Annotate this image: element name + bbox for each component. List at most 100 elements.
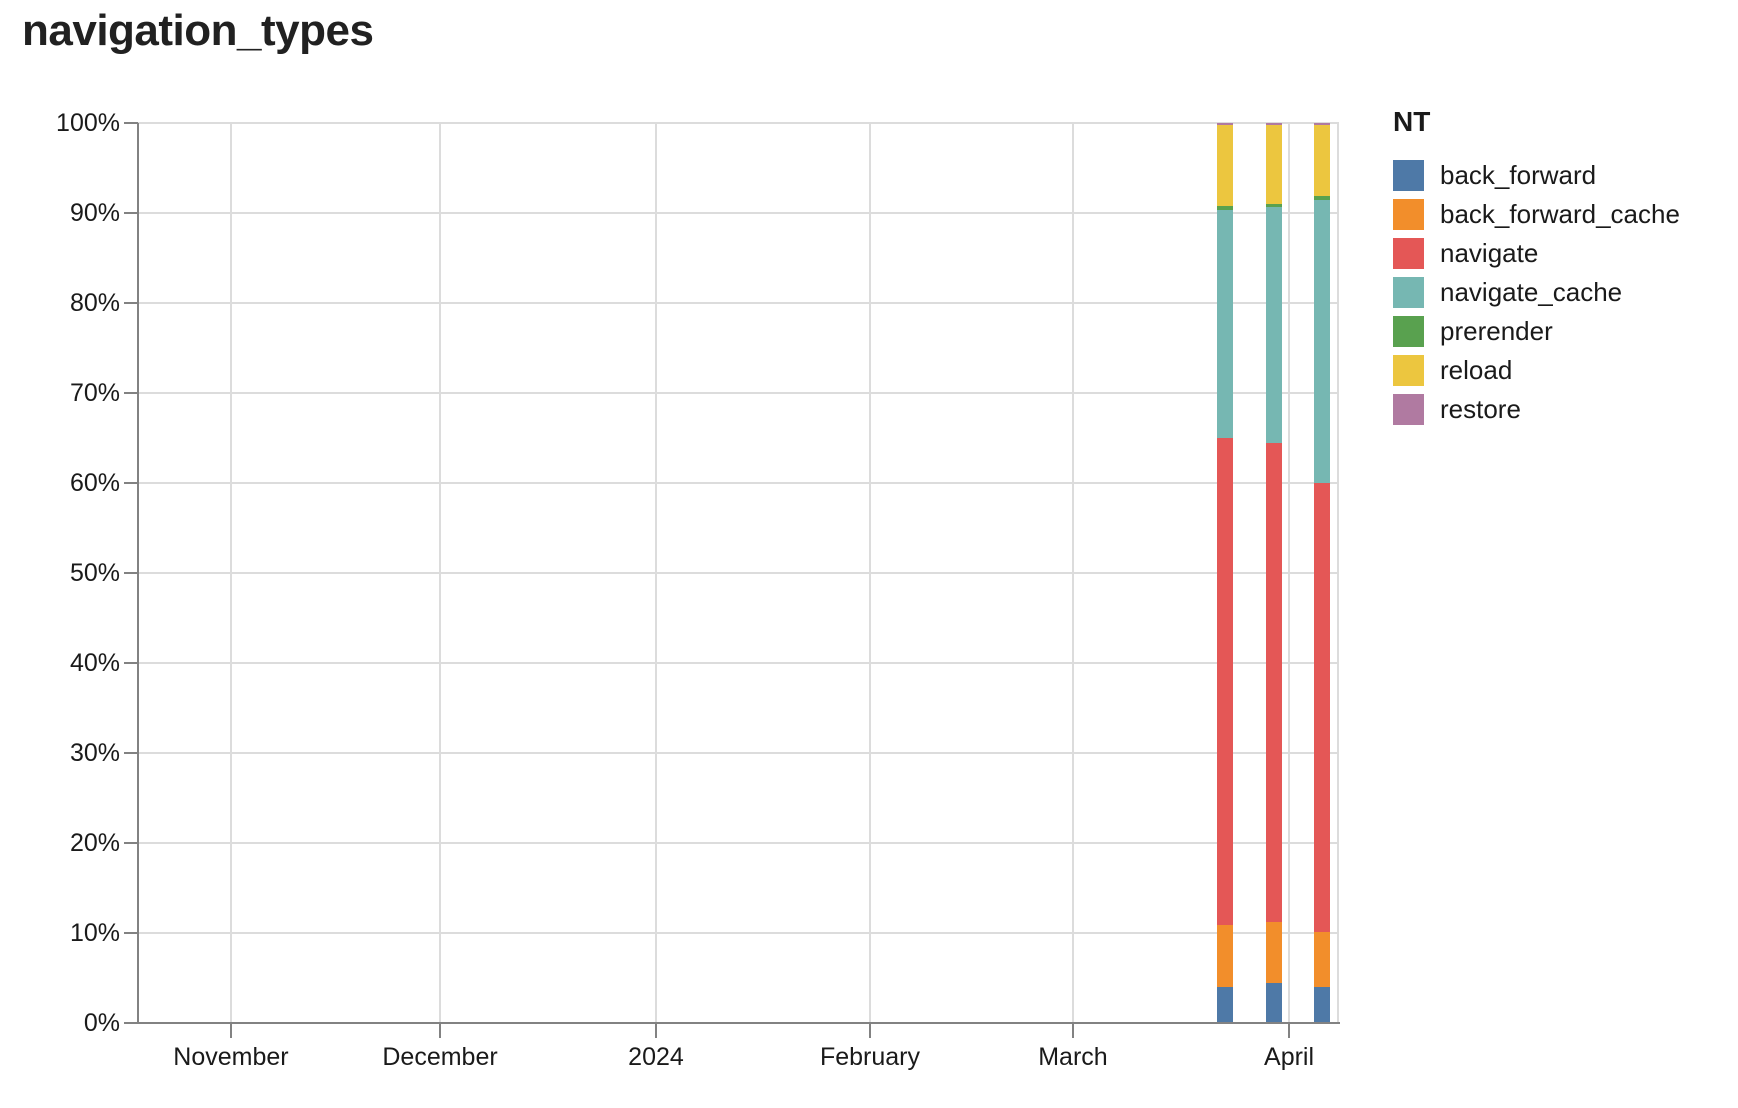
bar-segment-restore[interactable] [1314,123,1331,125]
gridline-horizontal [138,572,1339,574]
x-axis-label: April [1264,1043,1315,1071]
legend-swatch-navigate [1393,238,1424,269]
y-axis-tick [124,392,138,394]
legend-item-navigate_cache[interactable]: navigate_cache [1393,277,1680,308]
bar-segment-restore[interactable] [1266,123,1283,125]
gridline-horizontal [138,302,1339,304]
bar-segment-back_forward_cache[interactable] [1314,932,1331,987]
x-axis-tick [654,1024,657,1038]
gridline-vertical [439,123,442,1023]
y-axis-label: 20% [69,828,120,857]
y-axis-label: 30% [69,738,120,767]
bar-segment-navigate[interactable] [1314,483,1331,933]
y-axis-tick [124,662,138,664]
bar-segment-back_forward[interactable] [1216,987,1233,1023]
y-axis-label: 0% [83,1008,120,1037]
x-axis-tick [439,1024,442,1038]
y-axis-tick [124,122,138,124]
bar-segment-back_forward[interactable] [1314,987,1331,1023]
x-axis-tick [1071,1024,1074,1038]
legend-item-prerender[interactable]: prerender [1393,316,1680,347]
legend-item-back_forward_cache[interactable]: back_forward_cache [1393,199,1680,230]
legend-swatch-navigate_cache [1393,277,1424,308]
legend-item-label: back_forward_cache [1440,199,1680,229]
legend-item-back_forward[interactable]: back_forward [1393,160,1680,191]
y-axis-label: 90% [69,198,120,227]
y-axis-tick [124,572,138,574]
gridline-horizontal [138,752,1339,754]
bar-segment-back_forward_cache[interactable] [1266,922,1283,984]
x-axis-line [137,1022,1340,1024]
gridline-horizontal [138,482,1339,484]
x-axis-tick [229,1024,232,1038]
bar-segment-prerender[interactable] [1266,204,1283,207]
bar-segment-reload[interactable] [1266,124,1283,205]
x-axis-label: November [173,1043,289,1071]
x-axis-label: 2024 [628,1043,684,1071]
x-axis-tick [1288,1024,1291,1038]
gridline-horizontal [138,842,1339,844]
legend-title: NT [1393,106,1431,137]
legend-swatch-reload [1393,355,1424,386]
bar-segment-navigate_cache[interactable] [1266,206,1283,444]
bar-segment-navigate_cache[interactable] [1216,210,1233,439]
bar-segment-back_forward[interactable] [1266,983,1283,1023]
x-axis-label: December [382,1043,498,1071]
legend-item-label: prerender [1440,316,1553,346]
y-axis-label: 100% [56,108,120,137]
bar-segment-restore[interactable] [1216,123,1233,125]
y-axis-tick [124,302,138,304]
plot-area [138,122,1339,1023]
legend-item-label: back_forward [1440,160,1597,190]
chart-title: navigation_types [22,6,374,55]
y-axis-label: 80% [69,288,120,317]
gridline-vertical [1288,123,1291,1023]
y-axis-label: 40% [69,648,120,677]
bar-segment-prerender[interactable] [1314,195,1331,201]
y-axis-tick [124,932,138,934]
legend-swatch-back_forward [1393,160,1424,191]
bar-segment-navigate[interactable] [1266,443,1283,923]
stacked-bar [1266,123,1283,1023]
bar-segment-navigate[interactable] [1216,438,1233,925]
x-axis-tick [869,1024,871,1038]
legend-item-label: navigate [1440,238,1539,268]
y-axis-tick [124,842,138,844]
gridline-vertical [869,123,871,1023]
legend-item-label: reload [1440,355,1513,385]
gridline-horizontal [138,392,1339,394]
gridline-vertical [229,123,232,1023]
plot-right-border [1337,123,1339,1023]
gridline-horizontal [138,212,1339,214]
gridline-horizontal [138,122,1339,124]
y-axis-label: 60% [69,468,120,497]
gridline-vertical [654,123,657,1023]
gridline-vertical [1071,123,1074,1023]
legend-items: back_forward back_forward_cache navigate na… [1393,160,1680,425]
bar-segment-back_forward_cache[interactable] [1216,924,1233,987]
y-axis-line [137,123,139,1024]
stacked-bar [1216,123,1233,1023]
legend-item-label: restore [1440,394,1521,424]
y-axis-tick [124,482,138,484]
legend-item-label: navigate_cache [1440,277,1623,307]
gridline-horizontal [138,932,1339,934]
bar-segment-reload[interactable] [1314,124,1331,196]
bar-segment-navigate_cache[interactable] [1314,200,1331,484]
y-axis-tick [124,1022,138,1024]
legend-item-reload[interactable]: reload [1393,355,1680,386]
y-axis-label: 10% [69,918,120,947]
y-axis-tick [124,752,138,754]
y-axis-label: 50% [69,558,120,587]
y-axis-label: 70% [69,378,120,407]
legend-item-navigate[interactable]: navigate [1393,238,1680,269]
bar-segment-reload[interactable] [1216,124,1233,206]
x-axis-label: March [1038,1043,1108,1071]
x-axis-label: February [819,1043,921,1071]
legend-item-restore[interactable]: restore [1393,394,1680,425]
legend-swatch-restore [1393,394,1424,425]
bar-segment-prerender[interactable] [1216,205,1233,211]
legend-swatch-prerender [1393,316,1424,347]
